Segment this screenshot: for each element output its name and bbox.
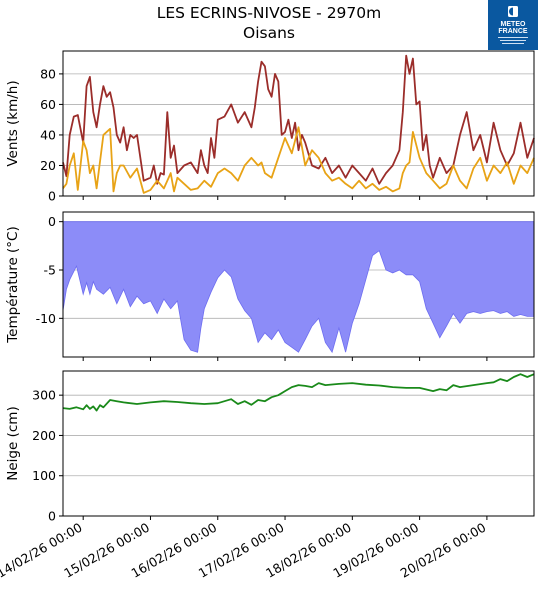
axes-frame [62, 211, 535, 358]
station-title: LES ECRINS-NIVOSE - 2970m [156, 4, 382, 22]
y-tick-label: 40 [40, 127, 56, 142]
temperature-area [62, 221, 535, 354]
series-line-2-0 [62, 373, 535, 412]
axes-frame [62, 50, 535, 197]
series-line-0-1 [62, 126, 535, 194]
y-tick-label: 300 [32, 388, 56, 403]
y-tick-label: 0 [48, 509, 56, 524]
y-axis-label: Température (°C) [5, 226, 21, 344]
massif-subtitle: Oisans [243, 24, 295, 42]
axes-frame [62, 370, 535, 517]
y-tick-label: 100 [32, 468, 56, 483]
y-tick-label: 20 [40, 158, 56, 173]
y-axis-label: Neige (cm) [5, 406, 21, 480]
y-tick-label: -5 [44, 263, 56, 278]
meteo-france-logo: METEO FRANCE [488, 0, 538, 50]
y-axis-label: Vents (km/h) [5, 80, 21, 166]
svg-text:FRANCE: FRANCE [498, 28, 527, 35]
y-tick-label: 60 [40, 97, 56, 112]
y-tick-label: 80 [40, 66, 56, 81]
y-tick-label: 200 [32, 428, 56, 443]
y-tick-label: -10 [36, 311, 56, 326]
y-tick-label: 0 [48, 214, 56, 229]
chart-title: LES ECRINS-NIVOSE - 2970m Oisans [0, 3, 538, 43]
svg-text:METEO: METEO [501, 21, 526, 28]
y-tick-label: 0 [48, 189, 56, 204]
logo-graphic: METEO FRANCE [488, 0, 538, 50]
series-line-0-0 [62, 54, 535, 185]
